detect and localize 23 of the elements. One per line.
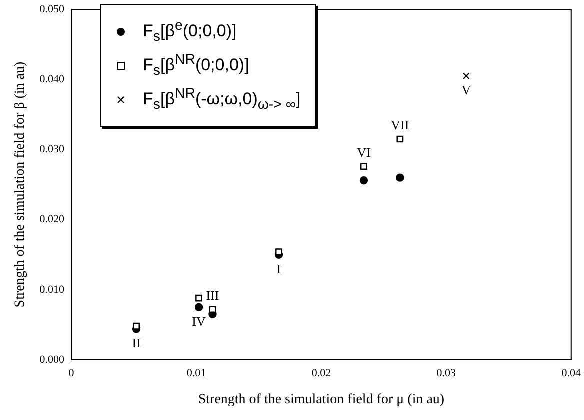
annotation: V: [462, 82, 472, 98]
annotation: VI: [357, 145, 371, 160]
annotation: VII: [391, 118, 410, 133]
annotation: I: [276, 261, 282, 276]
y-tick-label: 0.010: [40, 284, 66, 296]
x-tick-label: 0.03: [436, 367, 457, 380]
legend-label: F$_{s}$[β$^{e}$(0;0,0)]: [143, 18, 237, 46]
x-tick-label: 0.02: [312, 367, 332, 380]
x-tick-label: 0.01: [186, 367, 206, 380]
y-axis-title: Strength of the simulation field for β (in au): [13, 62, 28, 308]
y-tick-label: 0.030: [40, 144, 66, 156]
x-axis-title: Strength of the simulation field for μ (in au): [198, 392, 445, 408]
annotation: III: [206, 288, 220, 303]
legend-label: F$_{s}$[β$^{NR}$(0;0,0)]: [143, 52, 250, 80]
y-tick-label: 0.000: [40, 354, 66, 366]
annotation: II: [132, 336, 141, 351]
y-tick-label: 0.040: [40, 74, 66, 86]
x-tick-label: 0.04: [562, 367, 582, 380]
legend-label: F$_{s}$[β$^{NR}$(-ω;ω,0)$_{ω-> ∞}$]: [143, 86, 301, 114]
x-tick-label: 0: [68, 367, 75, 380]
annotation: IV: [192, 314, 206, 329]
y-tick-label: 0.020: [40, 214, 66, 226]
y-tick-label: 0.050: [40, 3, 66, 16]
